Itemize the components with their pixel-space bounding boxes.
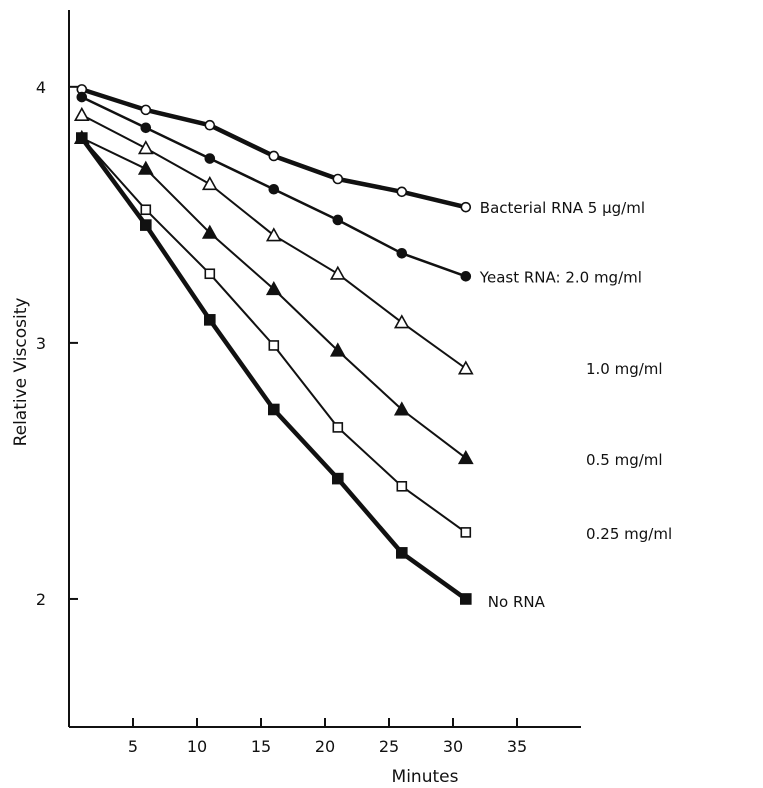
data-point: [73, 106, 90, 121]
data-point: [331, 472, 344, 485]
data-point: [137, 140, 154, 155]
data-point: [204, 268, 216, 280]
data-point: [140, 122, 152, 134]
series-3: [73, 106, 474, 375]
data-point: [265, 280, 282, 296]
data-point: [332, 214, 344, 226]
series-label: No RNA: [488, 593, 546, 611]
data-point: [76, 91, 88, 103]
series-layer: [73, 84, 474, 605]
data-point: [140, 204, 152, 216]
series-2: [76, 91, 472, 282]
data-point: [76, 132, 88, 144]
data-point: [204, 119, 216, 131]
series-line: [80, 137, 467, 534]
series-line: [79, 135, 469, 602]
data-point: [268, 183, 280, 195]
axes: 5 10 15 20 25 30 35 2 3 4: [36, 10, 581, 756]
series-label: Yeast RNA: 2.0 mg/ml: [479, 268, 642, 286]
y-tick-label: 4: [36, 78, 46, 97]
data-point: [396, 186, 408, 198]
data-point: [329, 342, 346, 357]
data-point: [393, 401, 410, 416]
x-tick-label: 25: [379, 737, 399, 756]
series-label: Bacterial RNA 5 µg/ml: [480, 199, 645, 217]
data-point: [267, 403, 280, 416]
x-axis-title: Minutes: [392, 767, 459, 787]
data-point: [329, 265, 346, 280]
data-point: [332, 422, 344, 433]
data-point: [395, 547, 408, 559]
x-tick-label: 20: [315, 737, 335, 756]
data-point: [396, 480, 408, 492]
y-tick-label: 3: [36, 334, 46, 353]
data-point: [460, 201, 472, 213]
series-label-layer: Bacterial RNA 5 µg/ml Yeast RNA: 2.0 mg/m…: [479, 199, 672, 611]
data-point: [268, 150, 280, 162]
series-label: 1.0 mg/ml: [586, 360, 663, 378]
data-point: [265, 227, 282, 242]
x-tick-label: 30: [443, 737, 463, 756]
data-point: [457, 449, 474, 465]
series-6: [76, 132, 472, 605]
x-tick-label: 10: [187, 737, 207, 756]
data-point: [140, 219, 152, 231]
data-point: [140, 104, 152, 116]
x-tick-label: 35: [507, 737, 527, 756]
data-point: [393, 314, 410, 329]
data-point: [460, 527, 472, 538]
data-point: [137, 160, 154, 175]
y-tick-label: 2: [36, 590, 46, 609]
data-point: [457, 360, 474, 375]
data-point: [204, 314, 216, 326]
x-tick-label: 15: [251, 737, 271, 756]
data-point: [460, 271, 472, 282]
data-point: [396, 247, 408, 259]
y-axis-title: Relative Viscosity: [11, 298, 31, 447]
data-point: [268, 340, 280, 351]
x-tick-label: 5: [128, 737, 138, 756]
data-point: [204, 153, 216, 164]
series-label: 0.5 mg/ml: [586, 451, 663, 469]
data-point: [332, 173, 344, 185]
series-1: [76, 84, 472, 213]
data-point: [201, 175, 218, 191]
series-label: 0.25 mg/ml: [586, 525, 672, 543]
data-point: [459, 593, 472, 605]
data-point: [201, 224, 218, 239]
